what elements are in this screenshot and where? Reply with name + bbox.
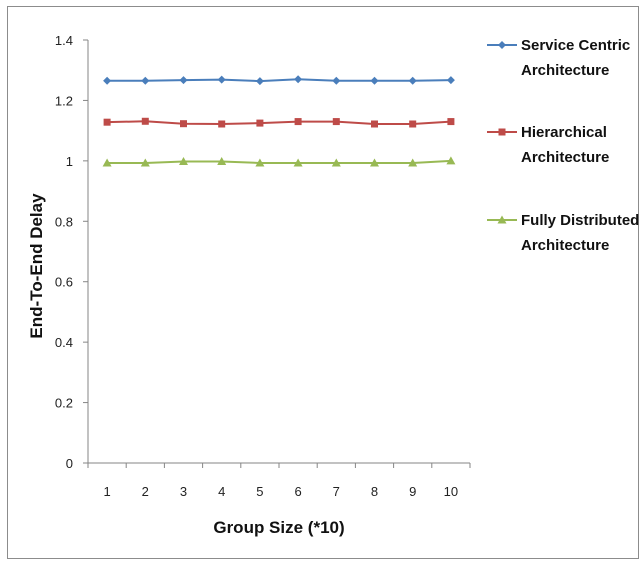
data-point [255,158,265,167]
y-tick-label: 0 [66,456,73,471]
x-tick-label: 7 [333,484,340,499]
legend-swatch-marker [498,128,506,136]
x-tick-label: 6 [294,484,301,499]
data-point [141,117,149,125]
data-point [141,76,150,85]
series-layer [102,75,456,167]
y-tick-label: 0.8 [55,214,73,229]
legend-swatch-marker [497,215,507,224]
y-tick-label: 1.2 [55,93,73,108]
data-point [294,75,303,84]
y-axis-title: End-To-End Delay [27,193,46,339]
x-tick-label: 2 [142,484,149,499]
data-point [332,118,340,126]
legend-label: Architecture [521,237,609,254]
data-point [331,158,341,167]
data-point [371,120,378,128]
data-point [409,120,417,128]
data-point [218,120,226,128]
x-tick-label: 4 [218,484,225,499]
data-point [370,76,379,85]
y-tick-label: 1 [66,154,73,169]
legend-item-1: Service Centric Architecture [487,37,630,79]
y-ticks: 0 0.2 0.4 0.6 0.8 1 1.2 1.4 [55,33,88,471]
data-point [255,77,264,86]
data-point [370,158,379,167]
legend-label: Service Centric [521,37,630,54]
legend-label: Hierarchical [521,124,607,141]
y-tick-label: 1.4 [55,33,73,48]
legend-label: Architecture [521,149,609,166]
series-line [107,78,451,83]
data-point [217,156,227,165]
data-point [179,156,188,165]
x-ticks: 1 2 3 4 5 6 7 8 9 10 [87,463,471,499]
chart-frame [7,6,639,559]
data-point [408,76,417,85]
data-point [103,118,111,126]
legend-label: Fully Distributed [521,212,639,229]
data-point [447,118,455,126]
data-point [293,158,303,167]
data-point [446,156,456,165]
x-axis-title: Group Size (*10) [213,518,344,537]
series-2 [103,117,455,128]
x-tick-label: 8 [371,484,378,499]
x-tick-label: 1 [103,484,110,499]
series-3 [102,156,456,167]
legend-item-2: Hierarchical Architecture [487,124,609,166]
y-tick-label: 0.6 [55,275,73,290]
x-tick-label: 5 [256,484,263,499]
data-point [180,120,187,128]
legend: Service Centric Architecture Hierarchical A… [487,37,639,254]
data-point [332,76,341,85]
x-tick-label: 10 [444,484,458,499]
data-point [103,76,112,85]
series-line [107,159,451,164]
series-line [107,120,451,125]
data-point [140,158,150,167]
y-tick-label: 0.2 [55,396,73,411]
data-point [256,119,264,127]
series-1 [103,75,455,86]
data-point [179,76,188,85]
data-point [446,76,455,85]
x-tick-label: 9 [409,484,416,499]
data-point [217,75,226,84]
y-tick-label: 0.4 [55,335,73,350]
data-point [294,118,302,126]
data-point [102,158,112,167]
data-point [408,158,418,167]
legend-label: Architecture [521,62,609,79]
legend-item-3: Fully Distributed Architecture [487,212,639,254]
axes [87,40,470,464]
legend-swatch-marker [498,41,506,49]
x-tick-label: 3 [180,484,187,499]
